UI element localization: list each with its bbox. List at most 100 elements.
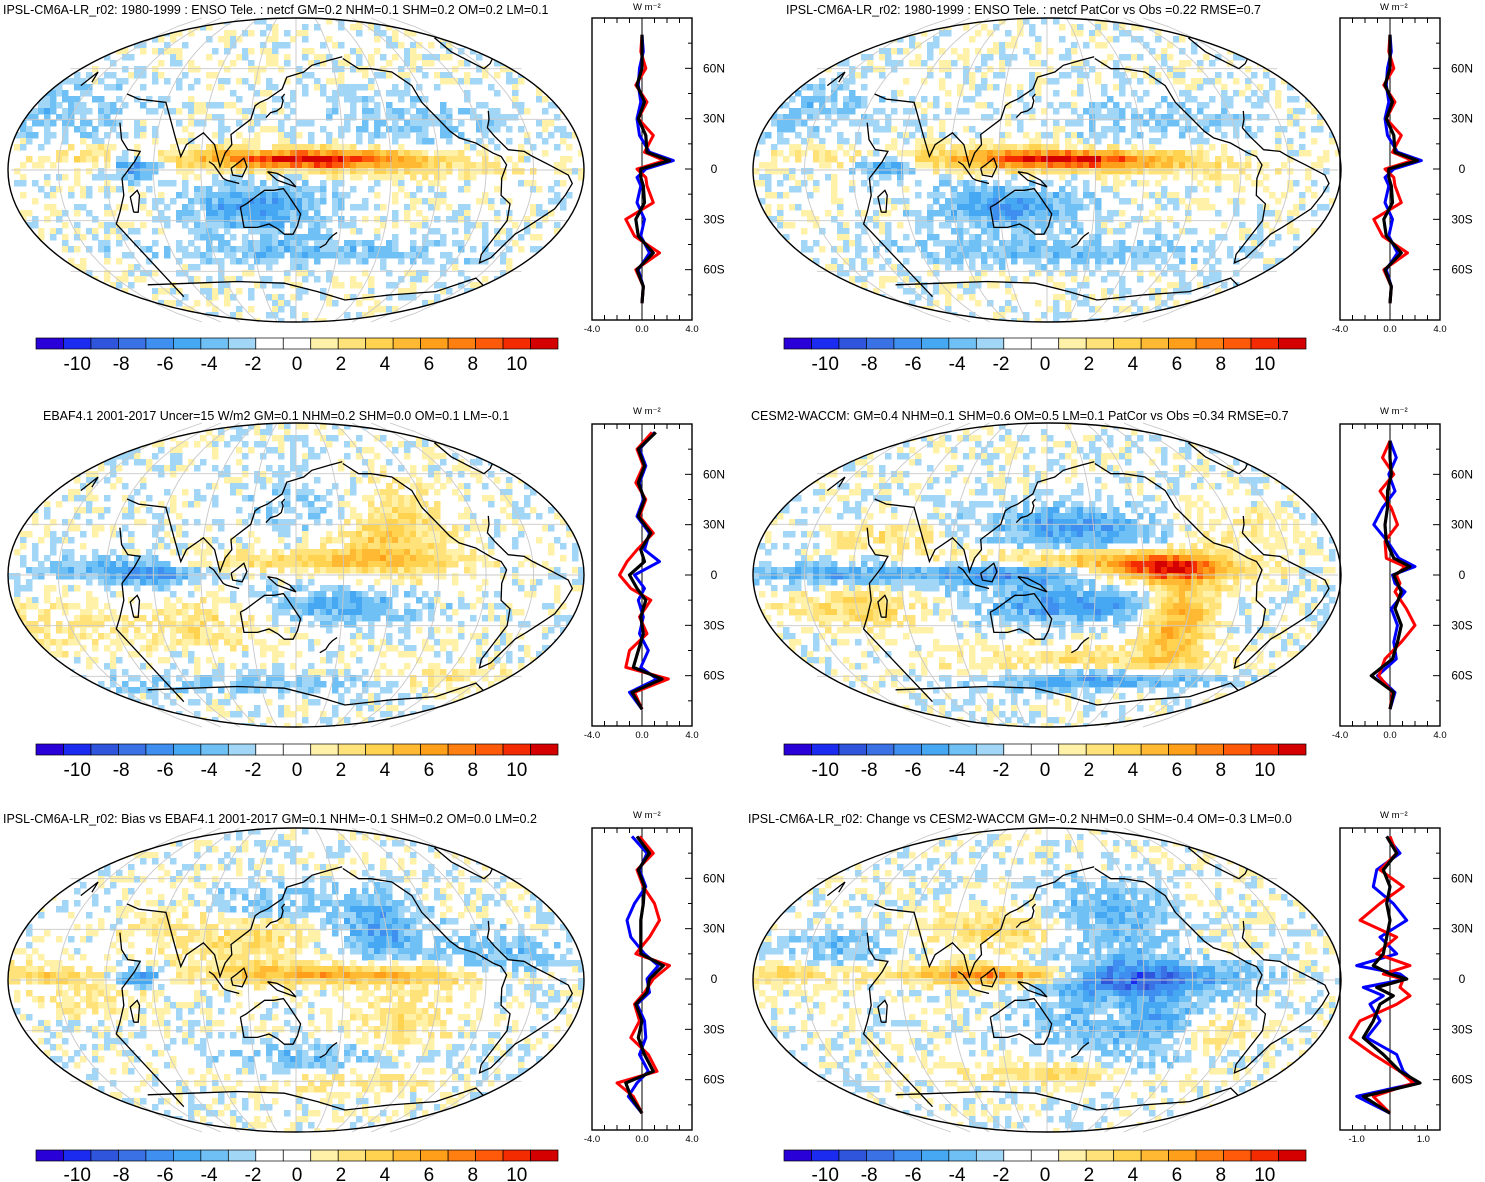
- field-cell: [1155, 114, 1162, 121]
- field-cell: [398, 252, 405, 259]
- field-cell: [1173, 78, 1180, 85]
- field-cell: [1113, 150, 1120, 157]
- field-cell: [86, 228, 93, 235]
- field-cell: [494, 168, 501, 175]
- field-cell: [831, 174, 838, 181]
- field-cell: [1155, 72, 1162, 79]
- field-cell: [1059, 168, 1066, 175]
- colorbar-tick-label: -4: [949, 354, 966, 375]
- field-cell: [332, 90, 339, 97]
- field-cell: [170, 459, 177, 466]
- field-cell: [849, 90, 856, 97]
- field-cell: [981, 258, 988, 265]
- field-cell: [807, 246, 814, 253]
- field-cell: [1161, 114, 1168, 121]
- field-cell: [260, 429, 267, 436]
- field-cell: [410, 198, 417, 205]
- field-cell: [344, 258, 351, 265]
- field-cell: [92, 96, 99, 103]
- field-cell: [993, 216, 1000, 223]
- field-cell: [578, 150, 584, 157]
- field-cell: [849, 108, 856, 115]
- field-cell: [1083, 240, 1090, 247]
- field-cell: [134, 156, 141, 163]
- field-cell: [356, 240, 363, 247]
- field-cell: [921, 96, 928, 103]
- field-cell: [434, 174, 441, 181]
- field-cell: [885, 174, 892, 181]
- field-cell: [152, 531, 159, 538]
- field-cell: [194, 264, 201, 271]
- field-cell: [1095, 246, 1102, 253]
- field-cell: [140, 222, 147, 229]
- field-cell: [440, 543, 447, 550]
- field-cell: [140, 132, 147, 139]
- field-cell: [1107, 54, 1114, 61]
- field-cell: [278, 66, 285, 73]
- field-cell: [1155, 246, 1162, 253]
- field-cell: [146, 435, 153, 442]
- field-cell: [1101, 288, 1108, 295]
- field-cell: [464, 222, 471, 229]
- field-cell: [476, 459, 483, 466]
- field-cell: [386, 60, 393, 67]
- field-cell: [476, 168, 483, 175]
- field-cell: [356, 126, 363, 133]
- field-cell: [891, 168, 898, 175]
- field-cell: [1065, 210, 1072, 217]
- coastline: [267, 171, 297, 188]
- field-cell: [777, 222, 784, 229]
- field-cell: [476, 282, 483, 289]
- field-cell: [1275, 234, 1282, 241]
- field-cell: [74, 264, 81, 271]
- field-cell: [110, 471, 117, 478]
- field-cell: [248, 84, 255, 91]
- field-cell: [1071, 198, 1078, 205]
- field-cell: [320, 198, 327, 205]
- field-cell: [993, 234, 1000, 241]
- field-cell: [1293, 114, 1300, 121]
- field-cell: [44, 102, 51, 109]
- field-cell: [152, 270, 159, 277]
- field-cell: [512, 507, 519, 514]
- field-cell: [98, 114, 105, 121]
- field-cell: [266, 54, 273, 61]
- field-cell: [1185, 114, 1192, 121]
- field-cell: [1011, 156, 1018, 163]
- field-cell: [350, 84, 357, 91]
- field-cell: [416, 519, 423, 526]
- field-cell: [1131, 72, 1138, 79]
- field-cell: [458, 132, 465, 139]
- field-cell: [410, 204, 417, 211]
- field-cell: [765, 210, 772, 217]
- field-cell: [272, 234, 279, 241]
- field-cell: [302, 252, 309, 259]
- field-cell: [302, 537, 309, 544]
- field-cell: [1131, 114, 1138, 121]
- field-cell: [813, 180, 820, 187]
- field-cell: [20, 174, 27, 181]
- field-cell: [1095, 168, 1102, 175]
- field-cell: [242, 114, 249, 121]
- field-cell: [242, 270, 249, 277]
- field-cell: [320, 84, 327, 91]
- field-cell: [1023, 204, 1030, 211]
- field-cell: [242, 465, 249, 472]
- field-cell: [278, 222, 285, 229]
- field-cell: [296, 495, 303, 502]
- field-cell: [1065, 72, 1072, 79]
- field-cell: [32, 132, 39, 139]
- field-cell: [308, 144, 315, 151]
- field-cell: [362, 549, 369, 556]
- field-cell: [26, 210, 33, 217]
- graticule-meridian: [804, 17, 952, 323]
- field-cell: [1011, 54, 1018, 61]
- field-cell: [548, 525, 555, 532]
- field-cell: [380, 54, 387, 61]
- field-cell: [440, 306, 447, 313]
- field-cell: [284, 42, 291, 49]
- field-cell: [410, 42, 417, 49]
- field-cell: [999, 246, 1006, 253]
- field-cell: [386, 306, 393, 313]
- field-cell: [404, 132, 411, 139]
